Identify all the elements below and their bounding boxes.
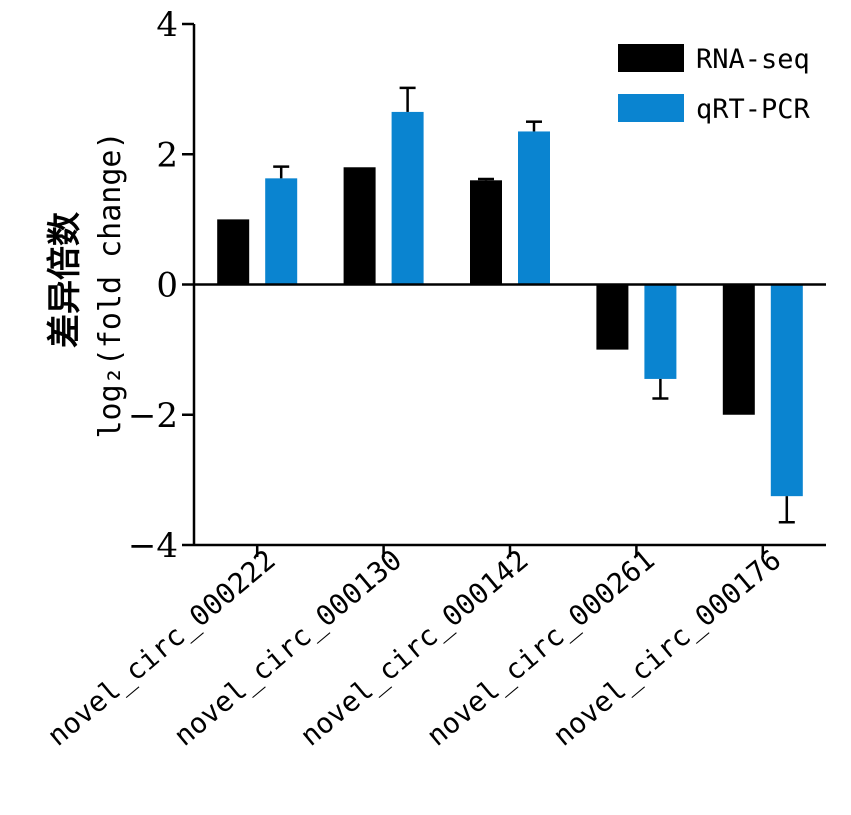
bar (391, 111, 424, 285)
bar (644, 284, 677, 379)
bar (343, 167, 376, 285)
legend-label: RNA-seq (696, 44, 810, 75)
bar (770, 284, 803, 497)
y-tick-label: −4 (128, 526, 178, 566)
legend-label: qRT-PCR (696, 94, 811, 125)
y-tick-label: −2 (128, 396, 178, 436)
legend-swatch (618, 94, 684, 122)
y-tick-label: 0 (156, 266, 178, 306)
y-tick-label: 2 (156, 135, 178, 175)
bar (518, 131, 550, 285)
x-tick-label: novel_circ_000176 (547, 543, 788, 753)
y-axis-label-log: log₂(fold change) (93, 131, 128, 438)
legend: RNA-seq qRT-PCR (618, 44, 811, 125)
bars (217, 86, 803, 524)
y-axis-label: 差异倍数 log₂(fold change) (45, 131, 128, 438)
y-axis-ticks: 4 2 0 −2 −4 (128, 5, 194, 566)
bar (265, 178, 298, 285)
x-tick-label: novel_circ_000142 (294, 543, 535, 753)
legend-swatch (618, 44, 684, 72)
bar (722, 284, 755, 415)
bar (470, 180, 502, 285)
x-tick-label: novel_circ_000222 (41, 543, 282, 753)
bar (596, 284, 629, 350)
x-tick-label: novel_circ_000261 (420, 543, 661, 753)
x-axis-categories: novel_circ_000222novel_circ_000130novel_… (41, 543, 788, 753)
x-tick-label: novel_circ_000130 (167, 543, 408, 753)
y-axis-label-cn: 差异倍数 (45, 212, 85, 348)
bar (217, 219, 250, 285)
y-tick-label: 4 (156, 5, 178, 45)
